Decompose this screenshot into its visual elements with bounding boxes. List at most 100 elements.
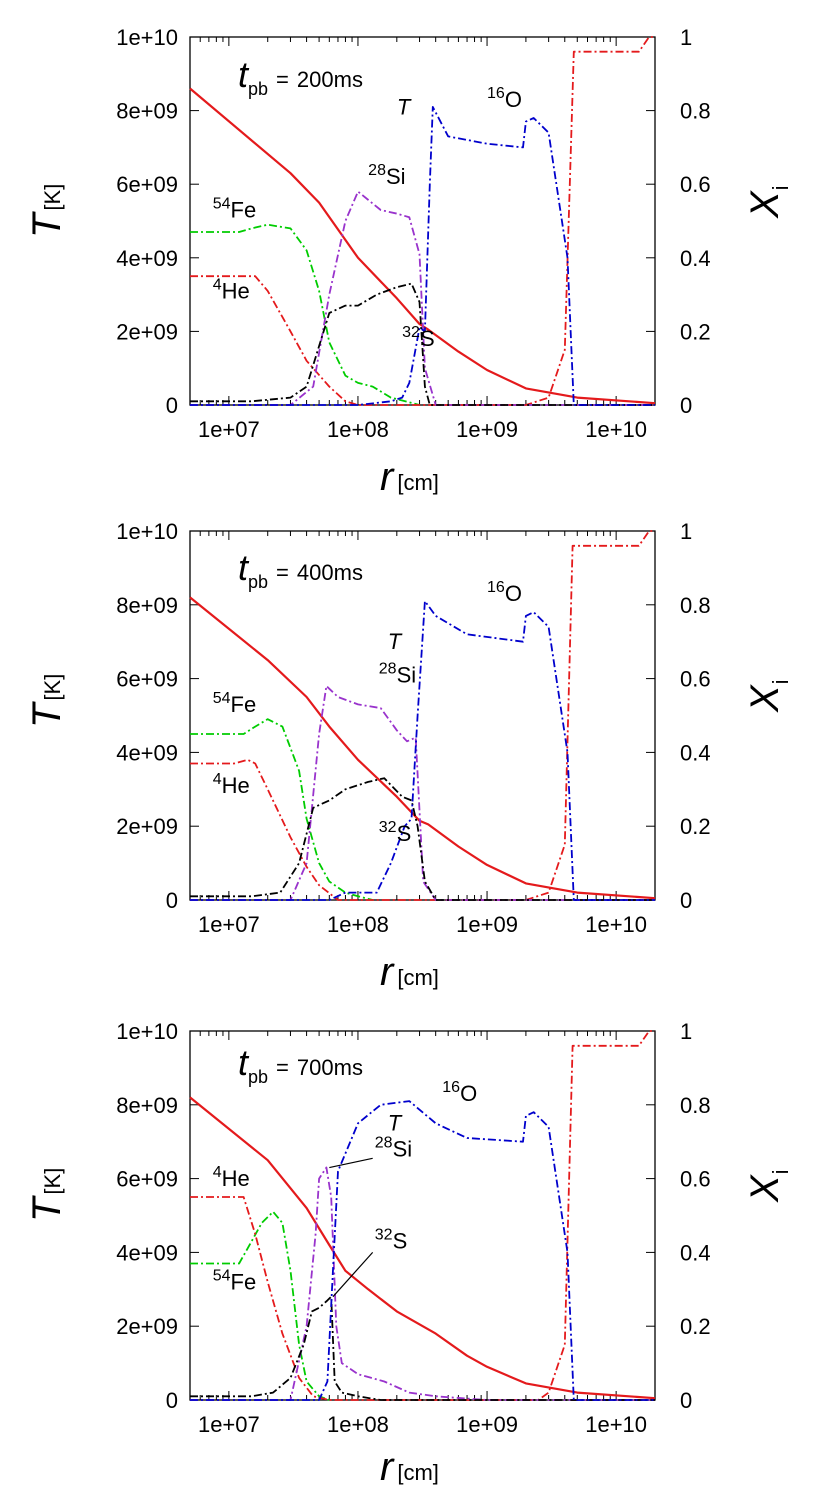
- isotope-mass-number: 28: [375, 1134, 393, 1151]
- y-right-tick-label: 0: [680, 393, 692, 418]
- y-right-tick-label: 0.6: [680, 667, 711, 692]
- x-tick-label: 1e+10: [585, 417, 647, 442]
- plot-frame: [189, 530, 656, 901]
- series-line-28si: [190, 1166, 655, 1401]
- series-label-t: T: [388, 629, 403, 654]
- right-axis-label: Xi: [743, 1169, 793, 1203]
- time-label: tpb = 200ms: [238, 54, 363, 99]
- isotope-element: Si: [393, 1136, 413, 1161]
- series-label-t: T: [397, 94, 412, 119]
- isotope-mass-number: 4: [213, 276, 222, 293]
- series-label-4he: 4He: [213, 771, 250, 798]
- isotope-mass-number: 4: [213, 1164, 222, 1181]
- y-right-tick-label: 0.4: [680, 740, 711, 765]
- isotope-mass-number: 16: [487, 579, 505, 596]
- series-label-54fe: 54Fe: [213, 690, 256, 717]
- y-right-tick-label: 0.6: [680, 172, 711, 197]
- x-tick-label: 1e+09: [456, 417, 518, 442]
- isotope-mass-number: 54: [213, 195, 231, 212]
- series-line-32s: [190, 777, 655, 901]
- isotope-element: Si: [397, 662, 417, 687]
- x-tick-label: 1e+07: [198, 1412, 260, 1437]
- series-label-4he: 4He: [213, 1164, 250, 1191]
- series-line-32s: [190, 1295, 655, 1401]
- panel-200ms: T[K] Xi r [cm] tpb = 200ms 1e+07 1e+08 1e+09 1…: [25, 25, 793, 499]
- y-left-tick-label: 4e+09: [116, 1240, 178, 1265]
- x-tick-label: 1e+07: [198, 417, 260, 442]
- series-label-28si: 28Si: [368, 162, 405, 189]
- isotope-element: He: [222, 773, 250, 798]
- y-right-tick-label: 0.2: [680, 319, 711, 344]
- isotope-mass-number: 32: [402, 324, 420, 341]
- series-line-t: [189, 1096, 656, 1400]
- time-label: tpb = 400ms: [238, 547, 363, 592]
- y-left-tick-label: 6e+09: [116, 667, 178, 692]
- y-left-tick-label: 0: [166, 888, 178, 913]
- panel-400ms: T[K] Xi r [cm] tpb = 400ms 1e+07 1e+08 1e+09 1…: [25, 519, 793, 994]
- y-right-tick-label: 0: [680, 888, 692, 913]
- isotope-mass-number: 16: [442, 1079, 460, 1096]
- y-left-tick-label: 0: [166, 393, 178, 418]
- series-label-28si: 28Si: [379, 660, 416, 687]
- y-left-tick-label: 8e+09: [116, 99, 178, 124]
- x-tick-label: 1e+10: [585, 912, 647, 937]
- series-line-t: [189, 87, 656, 405]
- isotope-mass-number: 54: [213, 690, 231, 707]
- y-left-tick-label: 2e+09: [116, 319, 178, 344]
- isotope-element: S: [420, 326, 435, 351]
- isotope-element: He: [222, 1166, 250, 1191]
- isotope-element: O: [505, 581, 522, 606]
- x-axis-label: r [cm]: [380, 455, 439, 499]
- y-left-tick-label: 4e+09: [116, 246, 178, 271]
- series-label-16o: 16O: [487, 85, 522, 112]
- isotope-element: Fe: [231, 197, 257, 222]
- right-axis-label: Xi: [743, 679, 793, 713]
- isotope-element: Fe: [231, 1269, 257, 1294]
- isotope-element: O: [460, 1081, 477, 1106]
- y-right-tick-label: 1: [680, 25, 692, 50]
- series-label-54fe: 54Fe: [213, 195, 256, 222]
- series-line-54fe: [190, 718, 373, 901]
- y-right-tick-label: 0.2: [680, 814, 711, 839]
- y-right-tick-label: 0.8: [680, 593, 711, 618]
- panel-700ms: T[K] Xi r [cm] tpb = 700ms 1e+07 1e+08 1e+09 1…: [25, 1019, 793, 1489]
- y-left-tick-label: 0: [166, 1388, 178, 1413]
- y-left-tick-label: 2e+09: [116, 1314, 178, 1339]
- series-line-4he: [190, 530, 655, 901]
- left-axis-label: T[K]: [25, 674, 69, 728]
- x-tick-label: 1e+08: [327, 912, 389, 937]
- left-axis-label: T[K]: [25, 184, 69, 238]
- series-label-4he: 4He: [213, 276, 250, 303]
- series-line-16o: [190, 1100, 655, 1401]
- plot-frame: [189, 36, 656, 406]
- isotope-element: S: [393, 1229, 408, 1254]
- series-line-28si: [190, 190, 655, 406]
- series-line-4he: [190, 36, 655, 406]
- series-line-32s: [190, 282, 655, 406]
- series-label-28si: 28Si: [375, 1134, 412, 1161]
- x-tick-label: 1e+10: [585, 1412, 647, 1437]
- series-label-16o: 16O: [442, 1079, 477, 1106]
- series-label-16o: 16O: [487, 579, 522, 606]
- y-right-tick-label: 0.6: [680, 1167, 711, 1192]
- y-right-tick-label: 0.8: [680, 99, 711, 124]
- y-right-tick-label: 0: [680, 1388, 692, 1413]
- series-line-16o: [190, 106, 655, 406]
- series-label-54fe: 54Fe: [213, 1267, 256, 1294]
- y-left-tick-label: 6e+09: [116, 1167, 178, 1192]
- isotope-mass-number: 32: [379, 819, 397, 836]
- series-label-32s: 32S: [402, 324, 434, 351]
- y-left-tick-label: 1e+10: [116, 1019, 178, 1044]
- isotope-mass-number: 28: [368, 162, 386, 179]
- left-axis-label: T[K]: [25, 1168, 69, 1222]
- isotope-element: He: [222, 278, 250, 303]
- series-line-54fe: [190, 1210, 330, 1401]
- y-left-tick-label: 2e+09: [116, 814, 178, 839]
- x-tick-label: 1e+08: [327, 417, 389, 442]
- x-tick-label: 1e+08: [327, 1412, 389, 1437]
- y-left-tick-label: 8e+09: [116, 1093, 178, 1118]
- right-axis-label: Xi: [743, 185, 793, 219]
- y-right-tick-label: 0.8: [680, 1093, 711, 1118]
- isotope-mass-number: 4: [213, 771, 222, 788]
